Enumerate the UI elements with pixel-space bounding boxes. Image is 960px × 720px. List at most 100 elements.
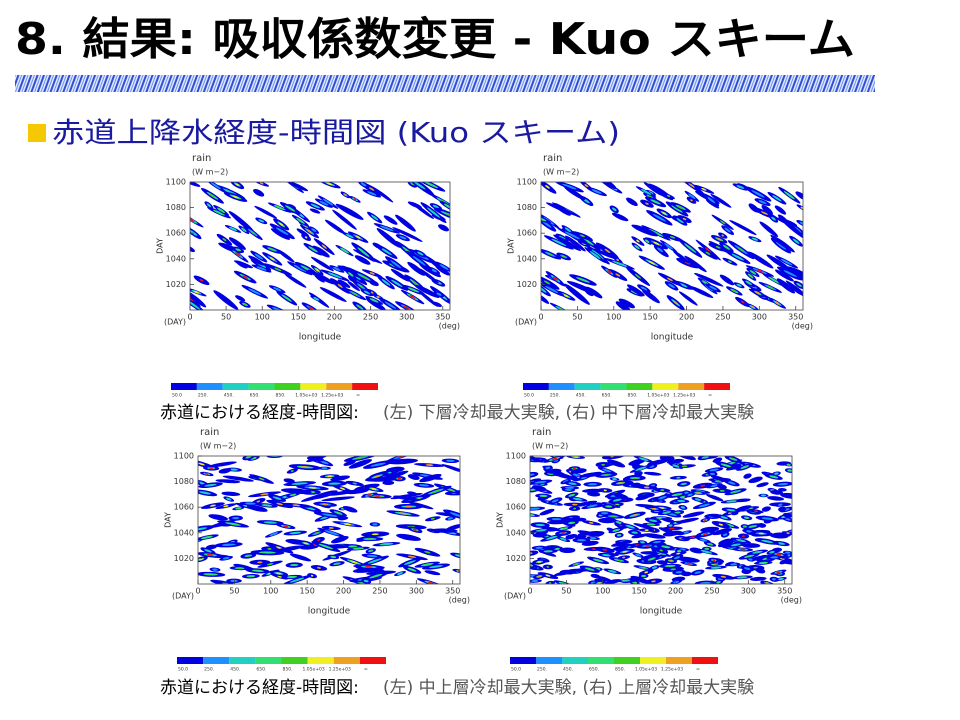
rain-peak	[740, 300, 745, 304]
rain-peak	[632, 514, 638, 517]
rain-patch	[553, 234, 582, 251]
rain-peak	[720, 575, 727, 578]
y-tick-label: 1060	[174, 503, 194, 512]
colorbar-label: 850.	[627, 393, 637, 399]
rain-core	[212, 568, 218, 571]
rain-core	[612, 528, 621, 532]
colorbar-label: 850.	[615, 667, 625, 673]
rain-patch	[310, 256, 334, 272]
rain-peak	[615, 273, 621, 277]
rain-patch	[215, 479, 241, 484]
rain-core	[213, 209, 225, 216]
rain-core	[770, 556, 779, 559]
rain-peak	[715, 246, 721, 249]
rain-patch	[767, 496, 785, 501]
rain-core	[780, 258, 793, 266]
rain-core	[591, 189, 602, 194]
rain-core	[684, 243, 697, 253]
rain-peak	[198, 462, 205, 466]
rain-core	[769, 550, 775, 554]
rain-peak	[740, 548, 746, 551]
rain-patch	[319, 287, 347, 302]
rain-patch	[270, 228, 291, 240]
rain-peak	[328, 527, 334, 529]
rain-core	[785, 551, 791, 554]
rain-peak	[756, 269, 764, 273]
rain-core	[263, 521, 278, 524]
rain-patch	[778, 506, 787, 512]
rain-core	[589, 536, 597, 540]
rain-patch	[759, 221, 779, 238]
rain-core	[735, 538, 746, 543]
rain-peak	[235, 252, 241, 257]
rain-peak	[563, 294, 569, 298]
variable-label: rain	[543, 153, 562, 164]
rain-patch	[233, 260, 253, 269]
rain-core	[254, 253, 264, 260]
rain-patch	[441, 464, 460, 474]
rain-core	[318, 543, 334, 550]
rain-patch	[719, 274, 735, 286]
rain-core	[743, 567, 751, 570]
rain-peak	[719, 220, 726, 225]
caption-lead: 赤道における経度-時間図:	[160, 678, 359, 698]
rain-peak	[622, 550, 628, 553]
rain-core	[390, 260, 402, 269]
rain-patch	[756, 482, 769, 488]
bullet	[28, 124, 46, 142]
rain-core	[687, 493, 693, 497]
rain-patch	[532, 533, 548, 538]
rain-core	[443, 203, 450, 210]
rain-core	[345, 233, 354, 239]
rain-core	[366, 554, 378, 558]
rain-peak	[364, 565, 373, 568]
x-tick-label: 350	[435, 313, 450, 322]
rain-patch	[607, 459, 626, 468]
rain-peak	[636, 239, 640, 243]
rain-patch	[283, 478, 295, 484]
rain-patch	[776, 217, 798, 227]
units-label: (W m−2)	[200, 442, 236, 451]
rain-peak	[260, 493, 269, 496]
rain-peak	[398, 512, 408, 515]
rain-peak	[276, 572, 282, 575]
rain-peak	[314, 532, 319, 535]
rain-core	[319, 200, 329, 206]
rain-core	[588, 483, 598, 486]
rain-peak	[662, 212, 667, 215]
colorbar-swatch	[548, 383, 575, 390]
rain-peak	[337, 283, 343, 288]
rain-core	[736, 185, 745, 189]
rain-core	[650, 199, 661, 205]
caption-lead: 赤道における経度-時間図:	[160, 403, 359, 423]
rain-patch	[396, 533, 421, 541]
rain-core	[760, 494, 766, 497]
rain-core	[731, 253, 745, 261]
colorbar-swatch	[574, 383, 601, 390]
rain-patch	[694, 272, 724, 287]
rain-patch	[348, 459, 372, 469]
rain-core	[680, 506, 686, 509]
rain-core	[668, 283, 675, 289]
rain-core	[752, 550, 763, 554]
rain-core	[535, 546, 543, 549]
rain-patch	[587, 491, 601, 497]
rain-patch	[553, 570, 575, 576]
rain-peak	[717, 238, 722, 241]
colorbar-label: 50.0	[524, 393, 534, 399]
rain-core	[783, 270, 797, 277]
rain-core	[432, 204, 439, 209]
contour-field	[198, 456, 460, 584]
rain-patch	[419, 473, 442, 483]
rain-core	[251, 569, 264, 572]
rain-core	[221, 543, 236, 546]
units-label: (W m−2)	[192, 168, 228, 177]
rain-core	[327, 272, 343, 279]
rain-patch	[331, 535, 349, 544]
rain-peak	[369, 272, 375, 275]
rain-peak	[681, 465, 688, 468]
rain-peak	[339, 487, 346, 490]
panels: rain (W m−2) 1020 1040 1060 1080 1100 0 50 100 150…	[156, 153, 814, 673]
x-tick-label: 100	[263, 587, 278, 596]
